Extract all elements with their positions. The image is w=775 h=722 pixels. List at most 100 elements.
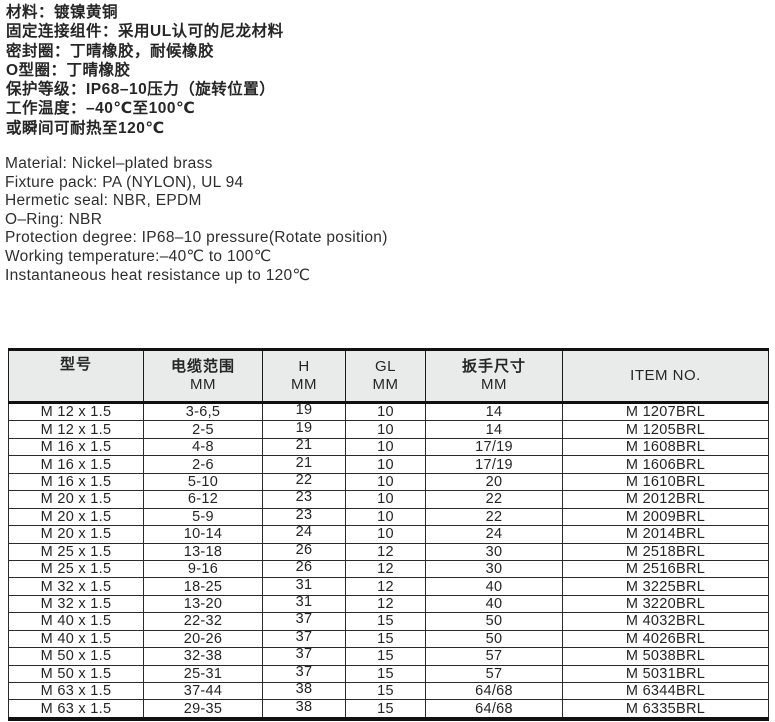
cell-h-mm: 21 (262, 437, 346, 457)
cell-item-no: M 1608BRL (562, 437, 769, 457)
cell-item-no: M 2014BRL (562, 525, 769, 544)
cell-cable-range-mm: 2-5 (143, 420, 263, 439)
cell-cable-range-mm: 5-9 (143, 507, 263, 527)
cell-wrench-size-mm: 17/19 (425, 455, 563, 474)
cell-wrench-size-mm: 30 (425, 542, 563, 561)
cn-spec-instant-heat: 或瞬间可耐热至120℃ (6, 119, 165, 137)
cell-item-no: M 6335BRL (562, 699, 769, 720)
cell-cable-range-mm: 20-26 (143, 629, 263, 649)
cell-wrench-size-mm: 14 (425, 401, 563, 422)
table-row: M 16 x 1.5 5-10 22 10 20 M 1610BRL (8, 472, 769, 492)
cell-wrench-size-mm: 40 (425, 594, 563, 614)
cell-item-no: M 4032BRL (562, 612, 769, 631)
cell-cable-range-mm: 13-18 (143, 542, 263, 561)
cell-gl-mm: 12 (345, 577, 426, 596)
table-row: M 40 x 1.5 20-26 37 15 50 M 4026BRL (8, 629, 769, 649)
cell-wrench-size-mm: 50 (425, 629, 563, 649)
spec-table: 型号 电缆范围 MM H MM GL MM 扳手尺寸 MM ITEM NO. (8, 348, 769, 721)
cell-wrench-size-mm: 57 (425, 647, 563, 666)
table-row: M 63 x 1.5 37-44 38 15 64/68 M 6344BRL (8, 681, 769, 701)
specs-chinese-block: 材料：镀镍黄铜 固定连接组件：采用UL认可的尼龙材料 密封圈：丁晴橡胶，耐候橡胶… (6, 3, 284, 138)
cell-gl-mm: 15 (345, 699, 426, 720)
cell-cable-range-mm: 32-38 (143, 647, 263, 666)
cell-h-mm: 23 (262, 490, 346, 509)
table-row: M 12 x 1.5 2-5 19 10 14 M 1205BRL (8, 420, 769, 439)
cell-gl-mm: 10 (345, 490, 426, 509)
cell-model: M 16 x 1.5 (8, 455, 144, 474)
cell-h-mm: 23 (262, 507, 346, 527)
table-row: M 16 x 1.5 2-6 21 10 17/19 M 1606BRL (8, 455, 769, 474)
cell-cable-range-mm: 25-31 (143, 664, 263, 684)
cell-item-no: M 2012BRL (562, 490, 769, 509)
cell-item-no: M 1207BRL (562, 401, 769, 422)
cell-item-no: M 1610BRL (562, 472, 769, 492)
cell-model: M 20 x 1.5 (8, 525, 144, 544)
cell-h-mm: 19 (262, 401, 346, 422)
cell-gl-mm: 10 (345, 525, 426, 544)
cell-wrench-size-mm: 22 (425, 490, 563, 509)
cell-h-mm: 37 (262, 647, 346, 666)
cell-wrench-size-mm: 57 (425, 664, 563, 684)
cell-h-mm: 38 (262, 699, 346, 720)
header-wrench-size-mm: 扳手尺寸 MM (425, 349, 563, 404)
cell-gl-mm: 10 (345, 401, 426, 422)
cell-gl-mm: 10 (345, 437, 426, 457)
cell-item-no: M 2518BRL (562, 542, 769, 561)
cell-model: M 40 x 1.5 (8, 629, 144, 649)
cell-wrench-size-mm: 64/68 (425, 681, 563, 701)
cell-item-no: M 2009BRL (562, 507, 769, 527)
cell-wrench-size-mm: 22 (425, 507, 563, 527)
cell-model: M 20 x 1.5 (8, 490, 144, 509)
header-item-no: ITEM NO. (562, 349, 769, 404)
cell-h-mm: 26 (262, 542, 346, 561)
cell-gl-mm: 15 (345, 647, 426, 666)
cn-spec-seal: 密封圈：丁晴橡胶，耐候橡胶 (6, 42, 215, 60)
header-model: 型号 (8, 349, 144, 404)
cell-h-mm: 31 (262, 577, 346, 596)
cell-model: M 63 x 1.5 (8, 699, 144, 720)
cell-h-mm: 24 (262, 525, 346, 544)
cell-gl-mm: 12 (345, 594, 426, 614)
cell-cable-range-mm: 13-20 (143, 594, 263, 614)
cell-model: M 12 x 1.5 (8, 401, 144, 422)
cell-model: M 16 x 1.5 (8, 437, 144, 457)
header-gl-mm: GL MM (345, 349, 426, 404)
cell-wrench-size-mm: 17/19 (425, 437, 563, 457)
cell-wrench-size-mm: 50 (425, 612, 563, 631)
en-spec-seal: Hermetic seal: NBR, EPDM (5, 192, 202, 210)
cell-model: M 16 x 1.5 (8, 472, 144, 492)
table-row: M 50 x 1.5 25-31 37 15 57 M 5031BRL (8, 664, 769, 684)
cell-wrench-size-mm: 40 (425, 577, 563, 596)
cell-item-no: M 3220BRL (562, 594, 769, 614)
cell-gl-mm: 10 (345, 507, 426, 527)
cell-h-mm: 37 (262, 629, 346, 649)
cell-item-no: M 4026BRL (562, 629, 769, 649)
cell-cable-range-mm: 6-12 (143, 490, 263, 509)
en-spec-material: Material: Nickel–plated brass (5, 155, 213, 172)
cell-h-mm: 37 (262, 664, 346, 684)
cell-gl-mm: 15 (345, 681, 426, 701)
cell-item-no: M 5038BRL (562, 647, 769, 666)
cell-item-no: M 2516BRL (562, 559, 769, 579)
cell-model: M 63 x 1.5 (8, 681, 144, 701)
cell-cable-range-mm: 2-6 (143, 455, 263, 474)
cell-item-no: M 1205BRL (562, 420, 769, 439)
table-row: M 20 x 1.5 5-9 23 10 22 M 2009BRL (8, 507, 769, 527)
cell-gl-mm: 15 (345, 612, 426, 631)
cell-gl-mm: 12 (345, 559, 426, 579)
cell-model: M 25 x 1.5 (8, 559, 144, 579)
table-row: M 63 x 1.5 29-35 38 15 64/68 M 6335BRL (8, 699, 769, 720)
header-h-mm: H MM (262, 349, 346, 404)
cn-spec-fixture: 固定连接组件：采用UL认可的尼龙材料 (6, 23, 284, 41)
cell-cable-range-mm: 4-8 (143, 437, 263, 457)
table-row: M 40 x 1.5 22-32 37 15 50 M 4032BRL (8, 612, 769, 631)
table-row: M 25 x 1.5 13-18 26 12 30 M 2518BRL (8, 542, 769, 561)
cell-wrench-size-mm: 14 (425, 420, 563, 439)
en-spec-oring: O–Ring: NBR (5, 210, 103, 228)
cell-gl-mm: 10 (345, 420, 426, 439)
cell-wrench-size-mm: 64/68 (425, 699, 563, 720)
cell-h-mm: 31 (262, 594, 346, 614)
cell-model: M 32 x 1.5 (8, 577, 144, 596)
table-row: M 16 x 1.5 4-8 21 10 17/19 M 1608BRL (8, 437, 769, 457)
